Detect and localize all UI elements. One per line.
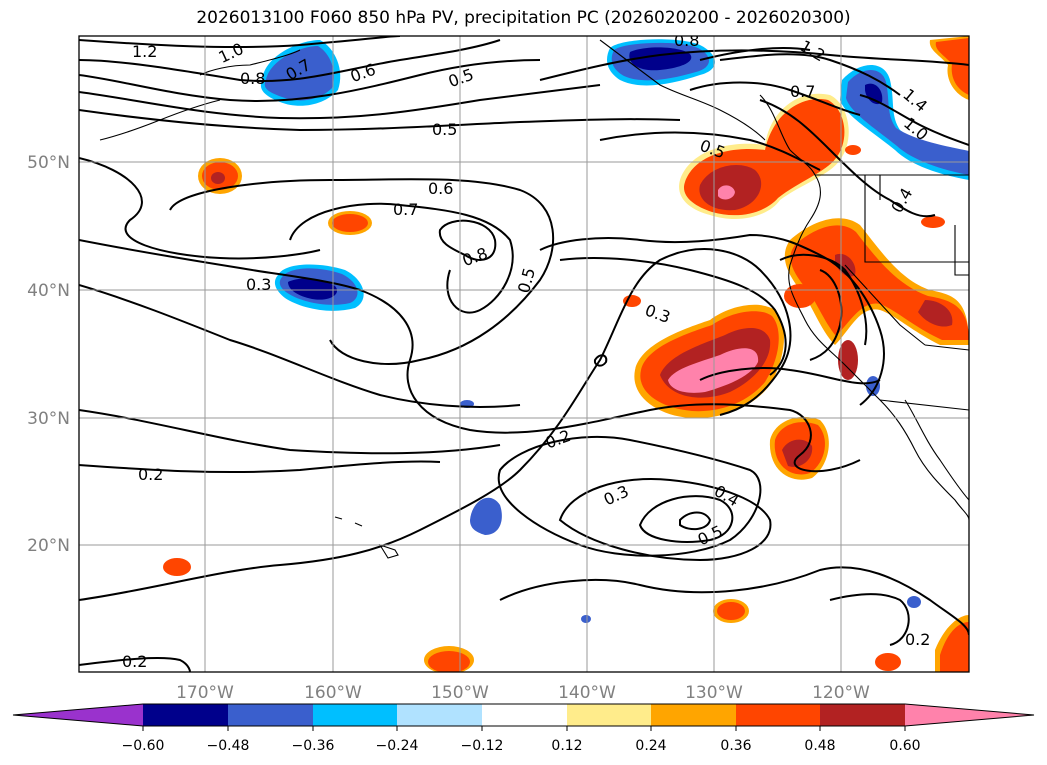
colorbar-segment: [482, 704, 567, 726]
colorbar: −0.60 −0.48 −0.36 −0.24 −0.12 0.12 0.24 …: [12, 703, 1035, 754]
contour-label: 0.8: [240, 69, 265, 88]
colorbar-label: 0.36: [720, 738, 751, 754]
colorbar-extend-low: [13, 704, 143, 726]
lat-tick-label: 40°N: [27, 281, 70, 301]
colorbar-label: 0.48: [804, 738, 835, 754]
colorbar-segment: [736, 704, 820, 726]
latitude-labels: 50°N 40°N 30°N 20°N: [27, 153, 70, 556]
lon-tick-label: 160°W: [304, 683, 362, 703]
lon-tick-label: 150°W: [431, 683, 489, 703]
colorbar-segment: [651, 704, 736, 726]
colorbar-segment: [397, 704, 482, 726]
colorbar-segment: [313, 704, 397, 726]
colorbar-extend-high: [905, 704, 1034, 726]
coastlines: [99, 39, 969, 559]
colorbar-segment: [567, 704, 651, 726]
colorbar-label: 0.60: [889, 738, 920, 754]
lon-tick-label: 130°W: [685, 683, 743, 703]
colorbar-label: 0.12: [551, 738, 582, 754]
colorbar-segment: [143, 704, 228, 726]
contour-label: 0.7: [393, 200, 418, 219]
colorbar-label: −0.12: [461, 738, 504, 754]
contour-labels: 1.2 1.0 0.8 0.7 0.6 0.5 0.5 0.6 0.7 0.8 …: [122, 31, 932, 671]
contour-label: 0.2: [905, 630, 930, 649]
figure-title: 2026013100 F060 850 hPa PV, precipitatio…: [196, 8, 851, 28]
contour-label: 0.2: [138, 465, 163, 484]
lon-tick-label: 140°W: [558, 683, 616, 703]
lat-tick-label: 30°N: [27, 409, 70, 429]
colorbar-label: −0.36: [292, 738, 335, 754]
contour-label: 0.5: [432, 120, 457, 139]
contour-label: 0.6: [428, 179, 453, 198]
colorbar-segment: [228, 704, 313, 726]
colorbar-label: 0.24: [635, 738, 666, 754]
contour-label: 0.3: [246, 275, 271, 294]
colorbar-label: −0.60: [122, 738, 165, 754]
colorbar-label: −0.24: [376, 738, 419, 754]
lon-tick-label: 120°W: [812, 683, 870, 703]
pv-contours: [79, 36, 969, 672]
longitude-labels: 170°W 160°W 150°W 140°W 130°W 120°W: [176, 683, 870, 703]
contour-label: 0.7: [790, 82, 815, 101]
lat-tick-label: 50°N: [27, 153, 70, 173]
contour-label: 1.2: [132, 42, 157, 61]
lon-tick-label: 170°W: [176, 683, 234, 703]
colorbar-label: −0.48: [207, 738, 250, 754]
graticule: [79, 36, 969, 672]
contour-label: 0.8: [674, 31, 699, 50]
plot-frame: [78, 35, 970, 673]
colorbar-segment: [820, 704, 905, 726]
contour-label: 0.2: [122, 652, 147, 671]
lat-tick-label: 20°N: [27, 536, 70, 556]
